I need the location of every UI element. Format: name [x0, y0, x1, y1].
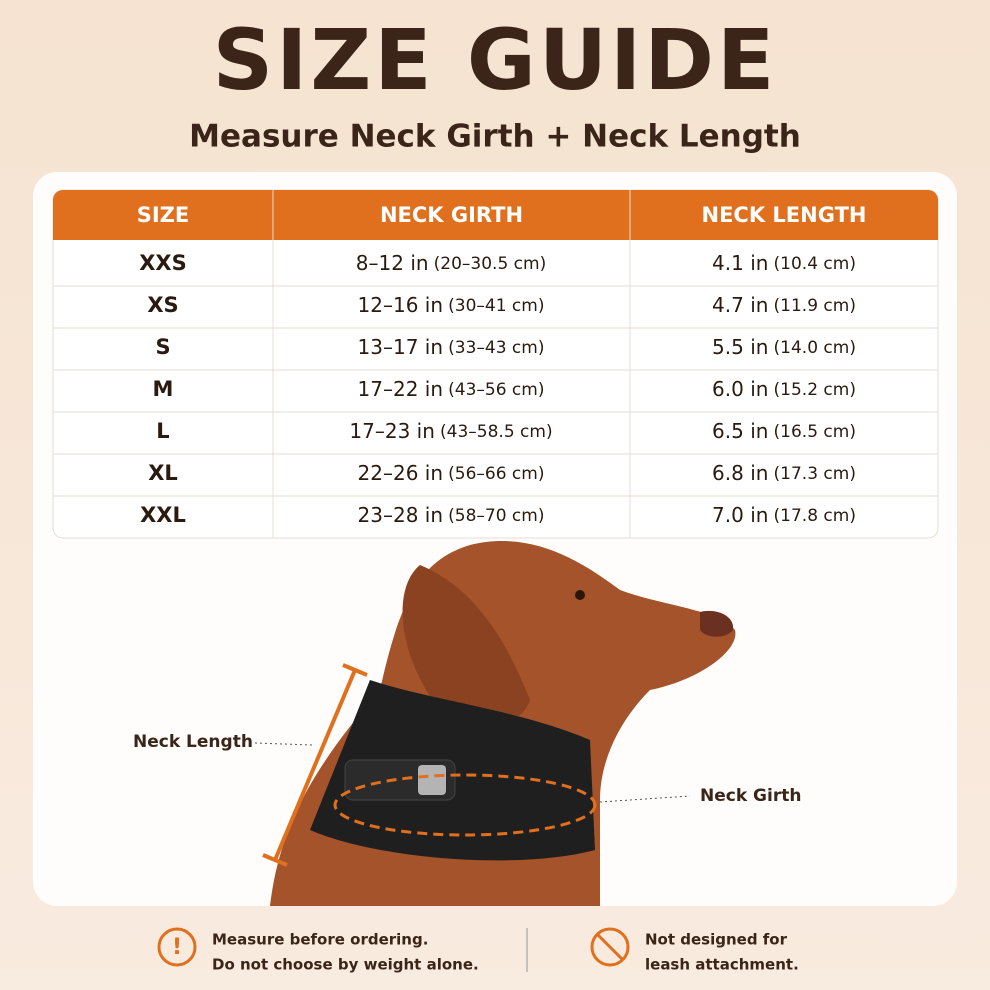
length-cell: 4.7 in (11.9 cm) — [712, 293, 856, 317]
length-cell: 6.0 in (15.2 cm) — [712, 377, 856, 401]
note-line: Do not choose by weight alone. — [212, 956, 479, 974]
title: SIZE GUIDE — [213, 11, 778, 109]
length-cell: 5.5 in (14.0 cm) — [712, 335, 856, 359]
length-cm: (10.4 cm) — [774, 254, 856, 274]
note-line: leash attachment. — [645, 956, 799, 974]
length-in: 6.8 in — [712, 461, 768, 485]
girth-cell: 17–23 in (43–58.5 cm) — [349, 419, 552, 443]
girth-cm: (33–43 cm) — [448, 338, 544, 358]
girth-in: 8–12 in — [356, 251, 429, 275]
column-header: SIZE — [137, 203, 190, 227]
column-header: NECK GIRTH — [380, 203, 523, 227]
length-in: 4.1 in — [712, 251, 768, 275]
neck-length-label: Neck Length — [133, 732, 253, 752]
size-cell: M — [153, 377, 174, 401]
girth-cell: 12–16 in (30–41 cm) — [358, 293, 545, 317]
column-header: NECK LENGTH — [702, 203, 867, 227]
warning-mark: ! — [172, 935, 182, 960]
neck-girth-label: Neck Girth — [700, 786, 801, 806]
girth-cm: (30–41 cm) — [448, 296, 544, 316]
length-cell: 7.0 in (17.8 cm) — [712, 503, 856, 527]
note-line: Measure before ordering. — [212, 931, 428, 949]
length-cell: 6.8 in (17.3 cm) — [712, 461, 856, 485]
length-in: 6.0 in — [712, 377, 768, 401]
girth-in: 13–17 in — [358, 335, 444, 359]
girth-cell: 22–26 in (56–66 cm) — [358, 461, 545, 485]
length-in: 5.5 in — [712, 335, 768, 359]
no-icon — [590, 927, 630, 967]
girth-cm: (20–30.5 cm) — [434, 254, 547, 274]
table-frame — [52, 189, 939, 539]
girth-cm: (43–56 cm) — [448, 380, 544, 400]
girth-cell: 17–22 in (43–56 cm) — [358, 377, 545, 401]
girth-cell: 8–12 in (20–30.5 cm) — [356, 251, 546, 275]
size-cell: XXL — [140, 503, 186, 527]
warning-icon — [157, 927, 197, 967]
girth-in: 23–28 in — [358, 503, 444, 527]
table-header — [53, 190, 938, 240]
girth-in: 17–23 in — [349, 419, 435, 443]
no-icon-slash — [595, 932, 625, 962]
girth-cm: (58–70 cm) — [448, 506, 544, 526]
length-cm: (15.2 cm) — [774, 380, 856, 400]
girth-in: 22–26 in — [358, 461, 444, 485]
length-cm: (14.0 cm) — [774, 338, 856, 358]
length-cm: (16.5 cm) — [774, 422, 856, 442]
length-cm: (11.9 cm) — [774, 296, 856, 316]
girth-cell: 23–28 in (58–70 cm) — [358, 503, 545, 527]
length-cm: (17.3 cm) — [774, 464, 856, 484]
girth-cm: (56–66 cm) — [448, 464, 544, 484]
girth-in: 17–22 in — [358, 377, 444, 401]
length-in: 7.0 in — [712, 503, 768, 527]
girth-cell: 13–17 in (33–43 cm) — [358, 335, 545, 359]
dog-illustration — [254, 541, 736, 906]
length-cell: 6.5 in (16.5 cm) — [712, 419, 856, 443]
size-cell: S — [155, 335, 170, 359]
size-cell: L — [156, 419, 169, 443]
size-cell: XL — [148, 461, 178, 485]
size-cell: XXS — [139, 251, 187, 275]
girth-cm: (43–58.5 cm) — [440, 422, 553, 442]
length-in: 6.5 in — [712, 419, 768, 443]
note-line: Not designed for — [645, 931, 788, 949]
subtitle: Measure Neck Girth + Neck Length — [189, 119, 801, 155]
length-cell: 4.1 in (10.4 cm) — [712, 251, 856, 275]
size-cell: XS — [147, 293, 178, 317]
girth-in: 12–16 in — [358, 293, 444, 317]
length-in: 4.7 in — [712, 293, 768, 317]
length-cm: (17.8 cm) — [774, 506, 856, 526]
